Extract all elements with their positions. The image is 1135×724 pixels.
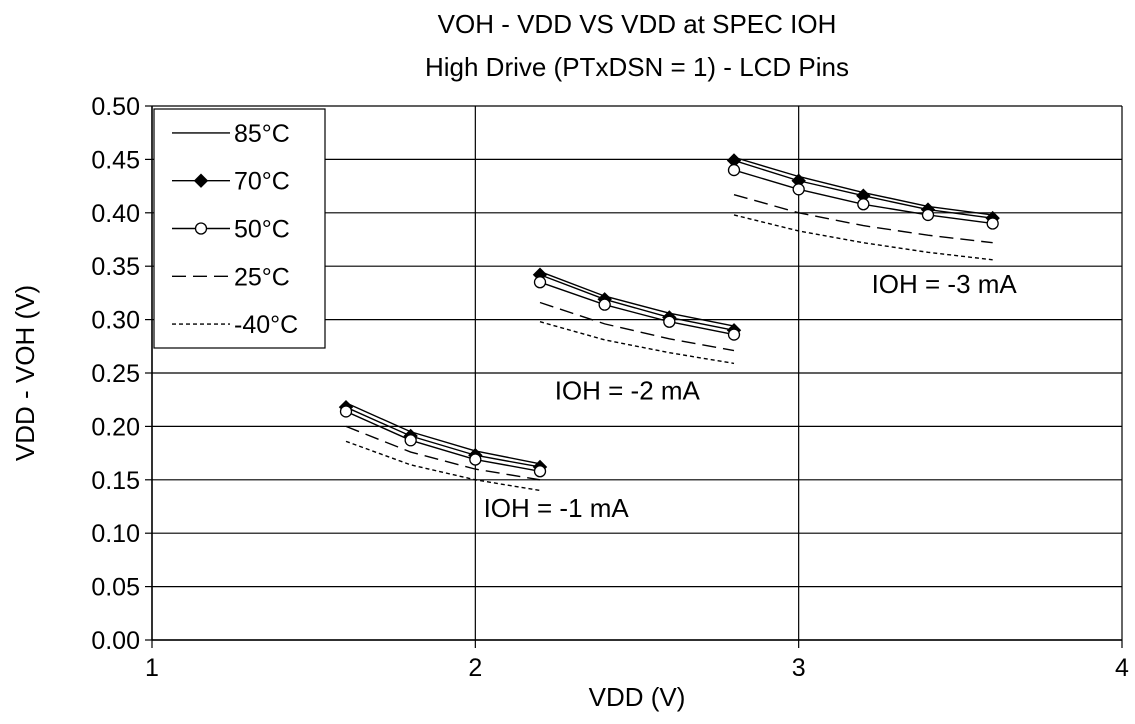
legend: 85°C 70°C 50°C 25°C -40°C bbox=[153, 108, 326, 349]
chart-subtitle: High Drive (PTxDSN = 1) - LCD Pins bbox=[425, 52, 849, 82]
y-tick-label: 0.20 bbox=[91, 413, 140, 441]
legend-label: 85°C bbox=[234, 120, 290, 148]
annotation-layer: IOH = -1 mA IOH = -2 mA IOH = -3 mA bbox=[484, 269, 1018, 523]
series-line bbox=[345, 402, 541, 465]
series-3 bbox=[345, 193, 993, 481]
series-line bbox=[539, 270, 735, 327]
x-tick-label: 2 bbox=[468, 654, 482, 682]
y-tick-label: 0.35 bbox=[91, 253, 140, 281]
annotation-label: IOH = -3 mA bbox=[872, 269, 1018, 299]
series-line bbox=[345, 425, 541, 481]
series-4 bbox=[345, 214, 993, 492]
data-point-circle bbox=[792, 183, 805, 196]
legend-label: -40°C bbox=[234, 311, 298, 339]
data-point-circle bbox=[921, 208, 935, 222]
series-layer bbox=[338, 153, 1000, 492]
legend-label: 70°C bbox=[234, 168, 290, 196]
y-tick-label: 0.50 bbox=[91, 93, 140, 121]
series-line bbox=[539, 301, 735, 352]
series-1 bbox=[338, 153, 1000, 475]
legend-item: 85°C bbox=[172, 120, 290, 148]
data-point-circle bbox=[404, 434, 417, 447]
data-point-circle bbox=[533, 276, 547, 289]
x-tick-label: 3 bbox=[792, 654, 806, 682]
y-tick-label: 0.45 bbox=[91, 146, 140, 174]
legend-item: 70°C bbox=[172, 168, 290, 196]
data-point-circle bbox=[986, 217, 999, 230]
legend-label: 25°C bbox=[234, 263, 290, 291]
data-point-circle bbox=[663, 315, 676, 328]
series-line bbox=[539, 321, 735, 365]
series-line bbox=[345, 406, 541, 468]
data-point-diamond bbox=[193, 173, 209, 188]
legend-label: 50°C bbox=[234, 216, 290, 244]
legend-item: 50°C bbox=[172, 216, 290, 244]
series-line bbox=[539, 281, 735, 336]
chart-title: VOH - VDD VS VDD at SPEC IOH bbox=[438, 9, 837, 39]
y-tick-label: 0.25 bbox=[91, 360, 140, 388]
x-tick-label: 1 bbox=[145, 654, 159, 682]
annotation-label: IOH = -1 mA bbox=[484, 493, 630, 523]
series-line bbox=[539, 274, 735, 331]
y-tick-label: 0.30 bbox=[91, 307, 140, 335]
grid-layer bbox=[151, 105, 1123, 641]
y-tick-label: 0.05 bbox=[91, 574, 140, 602]
y-tick-label: 0.00 bbox=[91, 627, 140, 655]
series-line bbox=[733, 193, 993, 244]
series-line bbox=[345, 410, 541, 472]
series-2 bbox=[339, 163, 999, 478]
y-tick-label: 0.40 bbox=[91, 200, 140, 228]
series-line bbox=[345, 440, 541, 492]
legend-item: -40°C bbox=[172, 311, 298, 339]
y-axis-label: VDD - VOH (V) bbox=[10, 285, 40, 461]
data-point-circle bbox=[727, 328, 741, 341]
x-axis-label: VDD (V) bbox=[589, 682, 686, 712]
y-tick-label: 0.15 bbox=[91, 467, 140, 495]
data-point-circle bbox=[533, 465, 547, 478]
data-point-circle bbox=[339, 405, 353, 418]
legend-item: 25°C bbox=[172, 263, 290, 291]
data-point-circle bbox=[727, 163, 741, 177]
x-tick-label: 4 bbox=[1115, 654, 1129, 682]
data-point-circle bbox=[598, 298, 611, 311]
data-point-circle bbox=[469, 453, 482, 466]
data-point-circle bbox=[857, 198, 870, 211]
data-point-circle bbox=[194, 222, 208, 235]
y-tick-label: 0.10 bbox=[91, 520, 140, 548]
annotation-label: IOH = -2 mA bbox=[555, 376, 701, 406]
series-line bbox=[733, 214, 993, 261]
tick-layer: 0.00 0.05 0.10 0.15 0.20 0.25 0.30 0.35 0.40 0.45… bbox=[91, 93, 1129, 682]
